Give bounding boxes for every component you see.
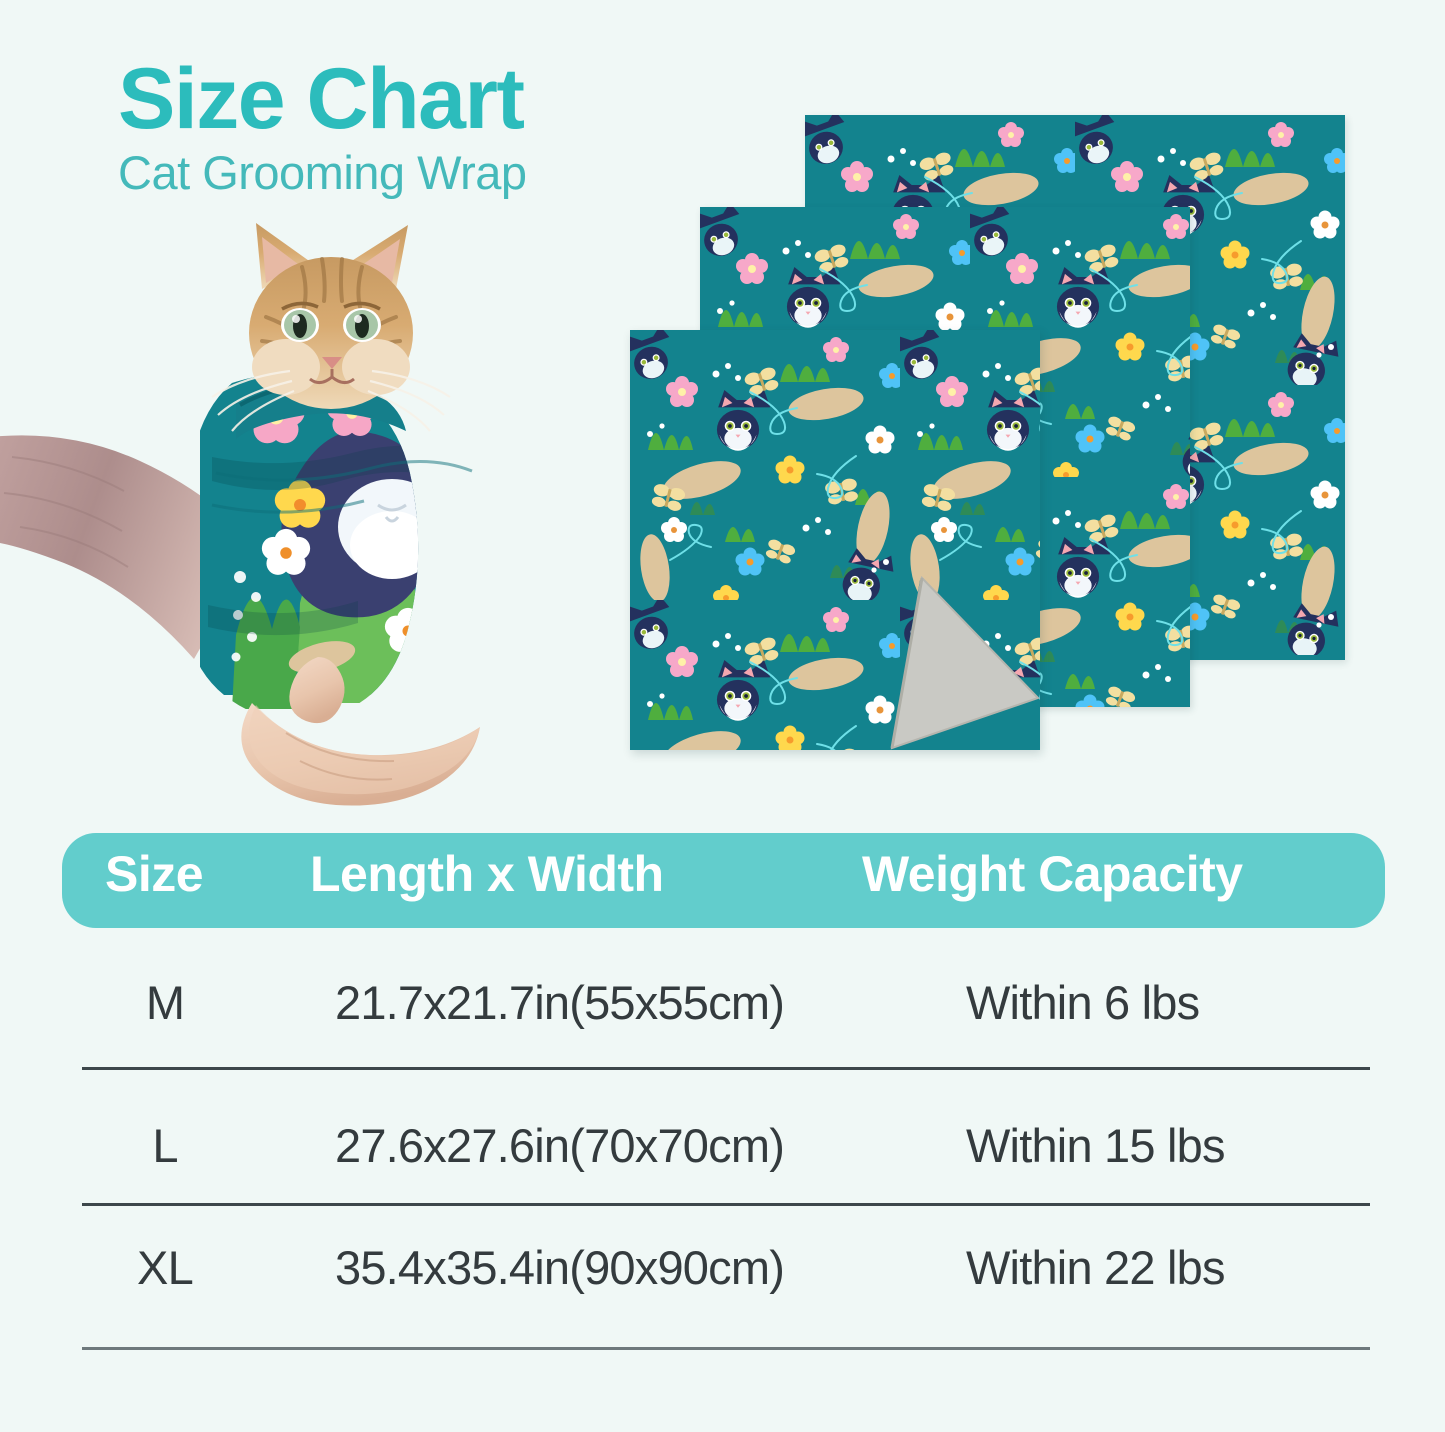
column-header-weight: Weight Capacity: [862, 846, 1243, 902]
table-header-pill: [62, 833, 1385, 928]
cell-weight: Within 6 lbs: [966, 976, 1200, 1029]
column-header-dimensions: Length x Width: [310, 846, 664, 902]
table-row: L 27.6x27.6in(70x70cm) Within 15 lbs: [0, 1118, 1445, 1178]
cell-dimensions: 35.4x35.4in(90x90cm): [335, 1241, 785, 1294]
supporting-hand: [241, 657, 480, 806]
row-separator: [82, 1203, 1370, 1206]
cat-in-wrap-photo: [0, 205, 560, 825]
table-row: XL 35.4x35.4in(90x90cm) Within 22 lbs: [0, 1240, 1445, 1300]
folded-corner: [890, 575, 1040, 750]
title-block: Size Chart Cat Grooming Wrap: [118, 51, 527, 200]
column-header-size: Size: [105, 846, 204, 902]
row-separator: [82, 1067, 1370, 1070]
cell-weight: Within 22 lbs: [966, 1241, 1225, 1294]
table-bottom-separator: [82, 1347, 1370, 1350]
stacked-towels-image: [600, 95, 1430, 795]
product-photo-zone: [0, 95, 1445, 815]
towel-small: [630, 330, 1040, 750]
page-title: Size Chart: [118, 51, 525, 147]
cat-head: [211, 223, 451, 432]
cell-size: M: [145, 976, 185, 1029]
cell-dimensions: 27.6x27.6in(70x70cm): [335, 1119, 785, 1172]
page-subtitle: Cat Grooming Wrap: [118, 146, 527, 200]
cell-weight: Within 15 lbs: [966, 1119, 1225, 1172]
table-row: M 21.7x21.7in(55x55cm) Within 6 lbs: [0, 975, 1445, 1035]
cell-size: XL: [137, 1241, 194, 1294]
cell-size: L: [152, 1119, 178, 1172]
cell-dimensions: 21.7x21.7in(55x55cm): [335, 976, 785, 1029]
